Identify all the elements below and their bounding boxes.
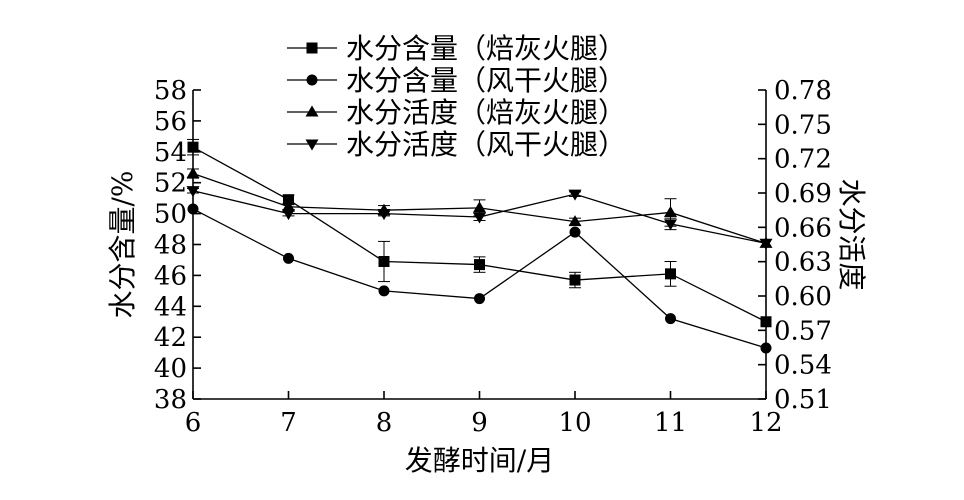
y-tick-label: 46 (154, 261, 187, 291)
y2-tick-label: 0.60 (774, 282, 832, 312)
legend-label: 水分含量（焙灰火腿） (346, 32, 626, 65)
data-point (378, 285, 390, 297)
x-tick-label: 9 (471, 408, 488, 438)
data-point (760, 316, 772, 328)
y2-tick-label: 0.78 (774, 76, 832, 106)
data-point (473, 201, 486, 213)
x-tick-label: 6 (185, 408, 202, 438)
data-point (568, 215, 582, 227)
series-3 (186, 167, 773, 248)
legend-label: 水分含量（风干火腿） (346, 64, 626, 97)
data-point (283, 252, 294, 264)
data-point (569, 274, 581, 286)
data-point (187, 203, 199, 215)
data-point (377, 209, 391, 221)
series-2 (187, 203, 772, 354)
x-tick-label: 8 (376, 408, 393, 438)
series-4 (186, 186, 773, 250)
y-tick-label: 38 (154, 385, 187, 415)
y-tick-label: 44 (154, 292, 187, 322)
legend-marker (305, 105, 319, 117)
x-axis-title: 发酵时间/月 (405, 444, 554, 477)
y2-tick-label: 0.69 (774, 179, 832, 209)
data-point (665, 313, 676, 325)
data-point (282, 209, 295, 221)
data-point (760, 342, 772, 354)
data-point (283, 194, 294, 206)
y2-tick-label: 0.75 (774, 110, 832, 140)
y2-tick-label: 0.66 (774, 213, 832, 243)
y-tick-label: 52 (154, 169, 187, 199)
legend-marker (305, 139, 319, 151)
y-tick-label: 48 (154, 231, 187, 261)
legend-item: 水分含量（风干火腿） (287, 64, 626, 97)
legend-marker (306, 42, 318, 54)
y2-axis-title: 水分活度 (835, 178, 868, 290)
series-layer (186, 138, 773, 354)
data-point (568, 189, 582, 201)
y-tick-label: 42 (154, 323, 187, 353)
y2-tick-label: 0.72 (774, 145, 832, 175)
legend-item: 水分含量（焙灰火腿） (287, 32, 626, 65)
data-point (187, 141, 199, 153)
data-point (186, 167, 200, 179)
data-point (473, 212, 486, 224)
data-point (474, 293, 485, 305)
data-point (665, 268, 676, 280)
data-point (186, 186, 200, 198)
legend: 水分含量（焙灰火腿）水分含量（风干火腿）水分活度（焙灰火腿）水分活度（风干火腿） (287, 32, 626, 161)
legend-marker (306, 74, 318, 86)
legend-label: 水分活度（风干火腿） (346, 128, 626, 161)
y2-tick-label: 0.63 (774, 248, 832, 278)
y2-tick-label: 0.51 (774, 385, 832, 415)
legend-item: 水分活度（风干火腿） (287, 128, 626, 161)
data-point (569, 226, 581, 238)
data-point (759, 238, 773, 250)
y-tick-label: 50 (154, 200, 187, 230)
y-tick-label: 56 (154, 107, 187, 137)
y-tick-label: 54 (154, 138, 187, 168)
legend-label: 水分活度（焙灰火腿） (346, 96, 626, 129)
y2-tick-label: 0.57 (774, 316, 832, 346)
y-tick-label: 40 (154, 354, 187, 384)
y-axis-title: 水分含量/% (106, 170, 139, 318)
x-tick-label: 10 (558, 408, 591, 438)
data-point (664, 205, 677, 218)
x-tick-label: 7 (280, 408, 297, 438)
legend-item: 水分活度（焙灰火腿） (287, 96, 626, 129)
series-1 (187, 138, 772, 328)
y2-tick-label: 0.54 (774, 351, 832, 381)
x-tick-label: 12 (749, 408, 782, 438)
data-point (282, 200, 295, 212)
y-tick-label: 58 (154, 76, 187, 106)
data-point (378, 255, 390, 267)
data-point (664, 219, 677, 231)
x-tick-label: 11 (654, 408, 687, 438)
data-point (474, 259, 485, 271)
